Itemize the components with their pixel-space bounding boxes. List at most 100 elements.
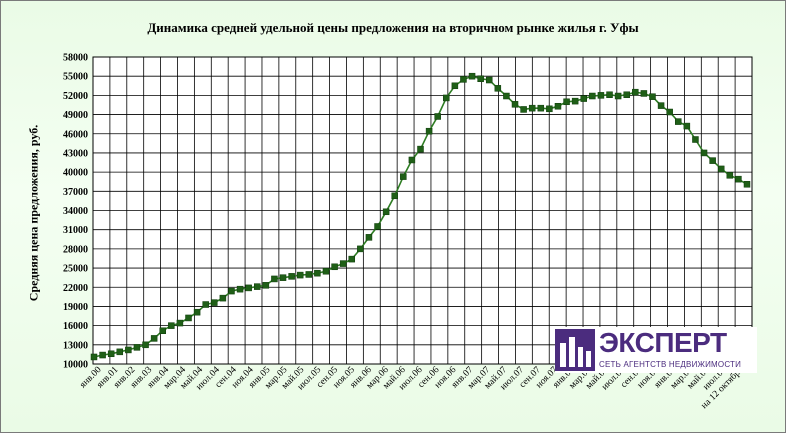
data-point: [614, 92, 622, 100]
data-point: [193, 308, 201, 316]
data-point: [391, 192, 398, 200]
data-point: [374, 223, 381, 230]
data-point: [743, 181, 751, 188]
data-point: [675, 118, 682, 125]
expert-logo: ЭКСПЕРТ СЕТЬ АГЕНТСТВ НЕДВИЖИМОСТИ: [555, 327, 757, 373]
data-point: [219, 294, 227, 302]
data-point: [116, 348, 124, 356]
data-point: [485, 76, 493, 84]
data-point: [382, 208, 390, 216]
data-point: [571, 97, 579, 105]
data-point: [537, 104, 545, 112]
data-point: [589, 92, 596, 100]
data-point: [709, 157, 716, 164]
data-point: [528, 104, 536, 112]
y-tick-label: 37000: [63, 187, 88, 198]
data-point: [314, 269, 321, 277]
data-point: [125, 346, 132, 354]
data-point: [606, 91, 613, 98]
logo-name: ЭКСПЕРТ: [599, 327, 727, 358]
data-point: [400, 173, 407, 180]
data-point: [107, 350, 115, 358]
data-point: [365, 234, 373, 241]
y-tick-label: 10000: [63, 360, 88, 371]
data-point: [623, 91, 630, 98]
data-point: [632, 88, 639, 96]
y-tick-label: 34000: [63, 206, 88, 217]
logo-subtitle: СЕТЬ АГЕНТСТВ НЕДВИЖИМОСТИ: [599, 360, 742, 369]
data-point: [262, 282, 270, 289]
data-point: [735, 175, 742, 183]
data-point: [640, 90, 648, 97]
data-point: [443, 94, 450, 102]
data-point: [717, 165, 725, 173]
data-point: [692, 136, 699, 143]
data-point: [279, 274, 287, 281]
data-point: [554, 102, 562, 110]
data-point: [245, 284, 252, 292]
building-logo-icon: [555, 329, 595, 371]
data-point: [271, 275, 278, 283]
data-point: [425, 127, 433, 135]
data-point: [236, 285, 244, 293]
data-point: [288, 273, 295, 280]
chart-title: Динамика средней удельной цены предложен…: [147, 20, 639, 35]
data-point: [185, 314, 192, 322]
y-tick-label: 28000: [63, 244, 88, 255]
data-point: [657, 102, 665, 109]
data-point: [90, 353, 98, 361]
data-point: [477, 75, 484, 82]
data-point: [563, 98, 570, 106]
data-point: [339, 260, 347, 267]
data-point: [150, 335, 158, 342]
y-tick-label: 52000: [63, 91, 88, 102]
data-point: [202, 301, 209, 308]
data-point: [417, 145, 424, 153]
y-tick-label: 13000: [63, 340, 88, 351]
data-point: [511, 101, 519, 108]
data-point: [211, 299, 218, 306]
y-tick-label: 46000: [63, 129, 88, 140]
data-point: [460, 76, 467, 83]
data-point: [348, 255, 356, 263]
data-point: [597, 92, 605, 99]
series-markers: [90, 72, 751, 361]
data-point: [434, 113, 441, 120]
y-tick-label: 31000: [63, 225, 88, 236]
data-point: [649, 93, 656, 100]
y-tick-label: 43000: [63, 148, 88, 159]
y-tick-label: 55000: [63, 72, 88, 83]
data-point: [683, 122, 691, 130]
data-point: [331, 263, 338, 271]
data-point: [254, 283, 261, 290]
y-tick-label: 19000: [63, 302, 88, 313]
data-point: [666, 108, 673, 116]
data-point: [176, 319, 184, 327]
data-point: [159, 327, 166, 334]
data-point: [503, 92, 510, 100]
data-point: [142, 341, 149, 349]
y-tick-label: 16000: [63, 321, 88, 332]
y-tick-label: 40000: [63, 168, 88, 179]
data-point: [700, 149, 708, 157]
y-tick-label: 25000: [63, 264, 88, 275]
data-point: [408, 156, 416, 164]
data-point: [451, 82, 459, 90]
data-point: [168, 322, 175, 329]
data-point: [494, 85, 502, 92]
data-point: [726, 172, 734, 179]
data-point: [520, 106, 527, 113]
data-point: [357, 245, 364, 253]
y-tick-label: 58000: [63, 53, 88, 64]
data-point: [99, 351, 106, 359]
data-point: [228, 287, 235, 295]
y-axis-ticks: 10000 13000 16000 19000 22000 25000 28000 31000…: [63, 53, 88, 371]
data-point: [468, 72, 476, 80]
data-point: [296, 271, 304, 279]
data-point: [322, 268, 330, 275]
data-point: [546, 105, 553, 113]
y-tick-label: 49000: [63, 110, 88, 121]
data-point: [133, 344, 141, 351]
y-tick-label: 22000: [63, 283, 88, 294]
